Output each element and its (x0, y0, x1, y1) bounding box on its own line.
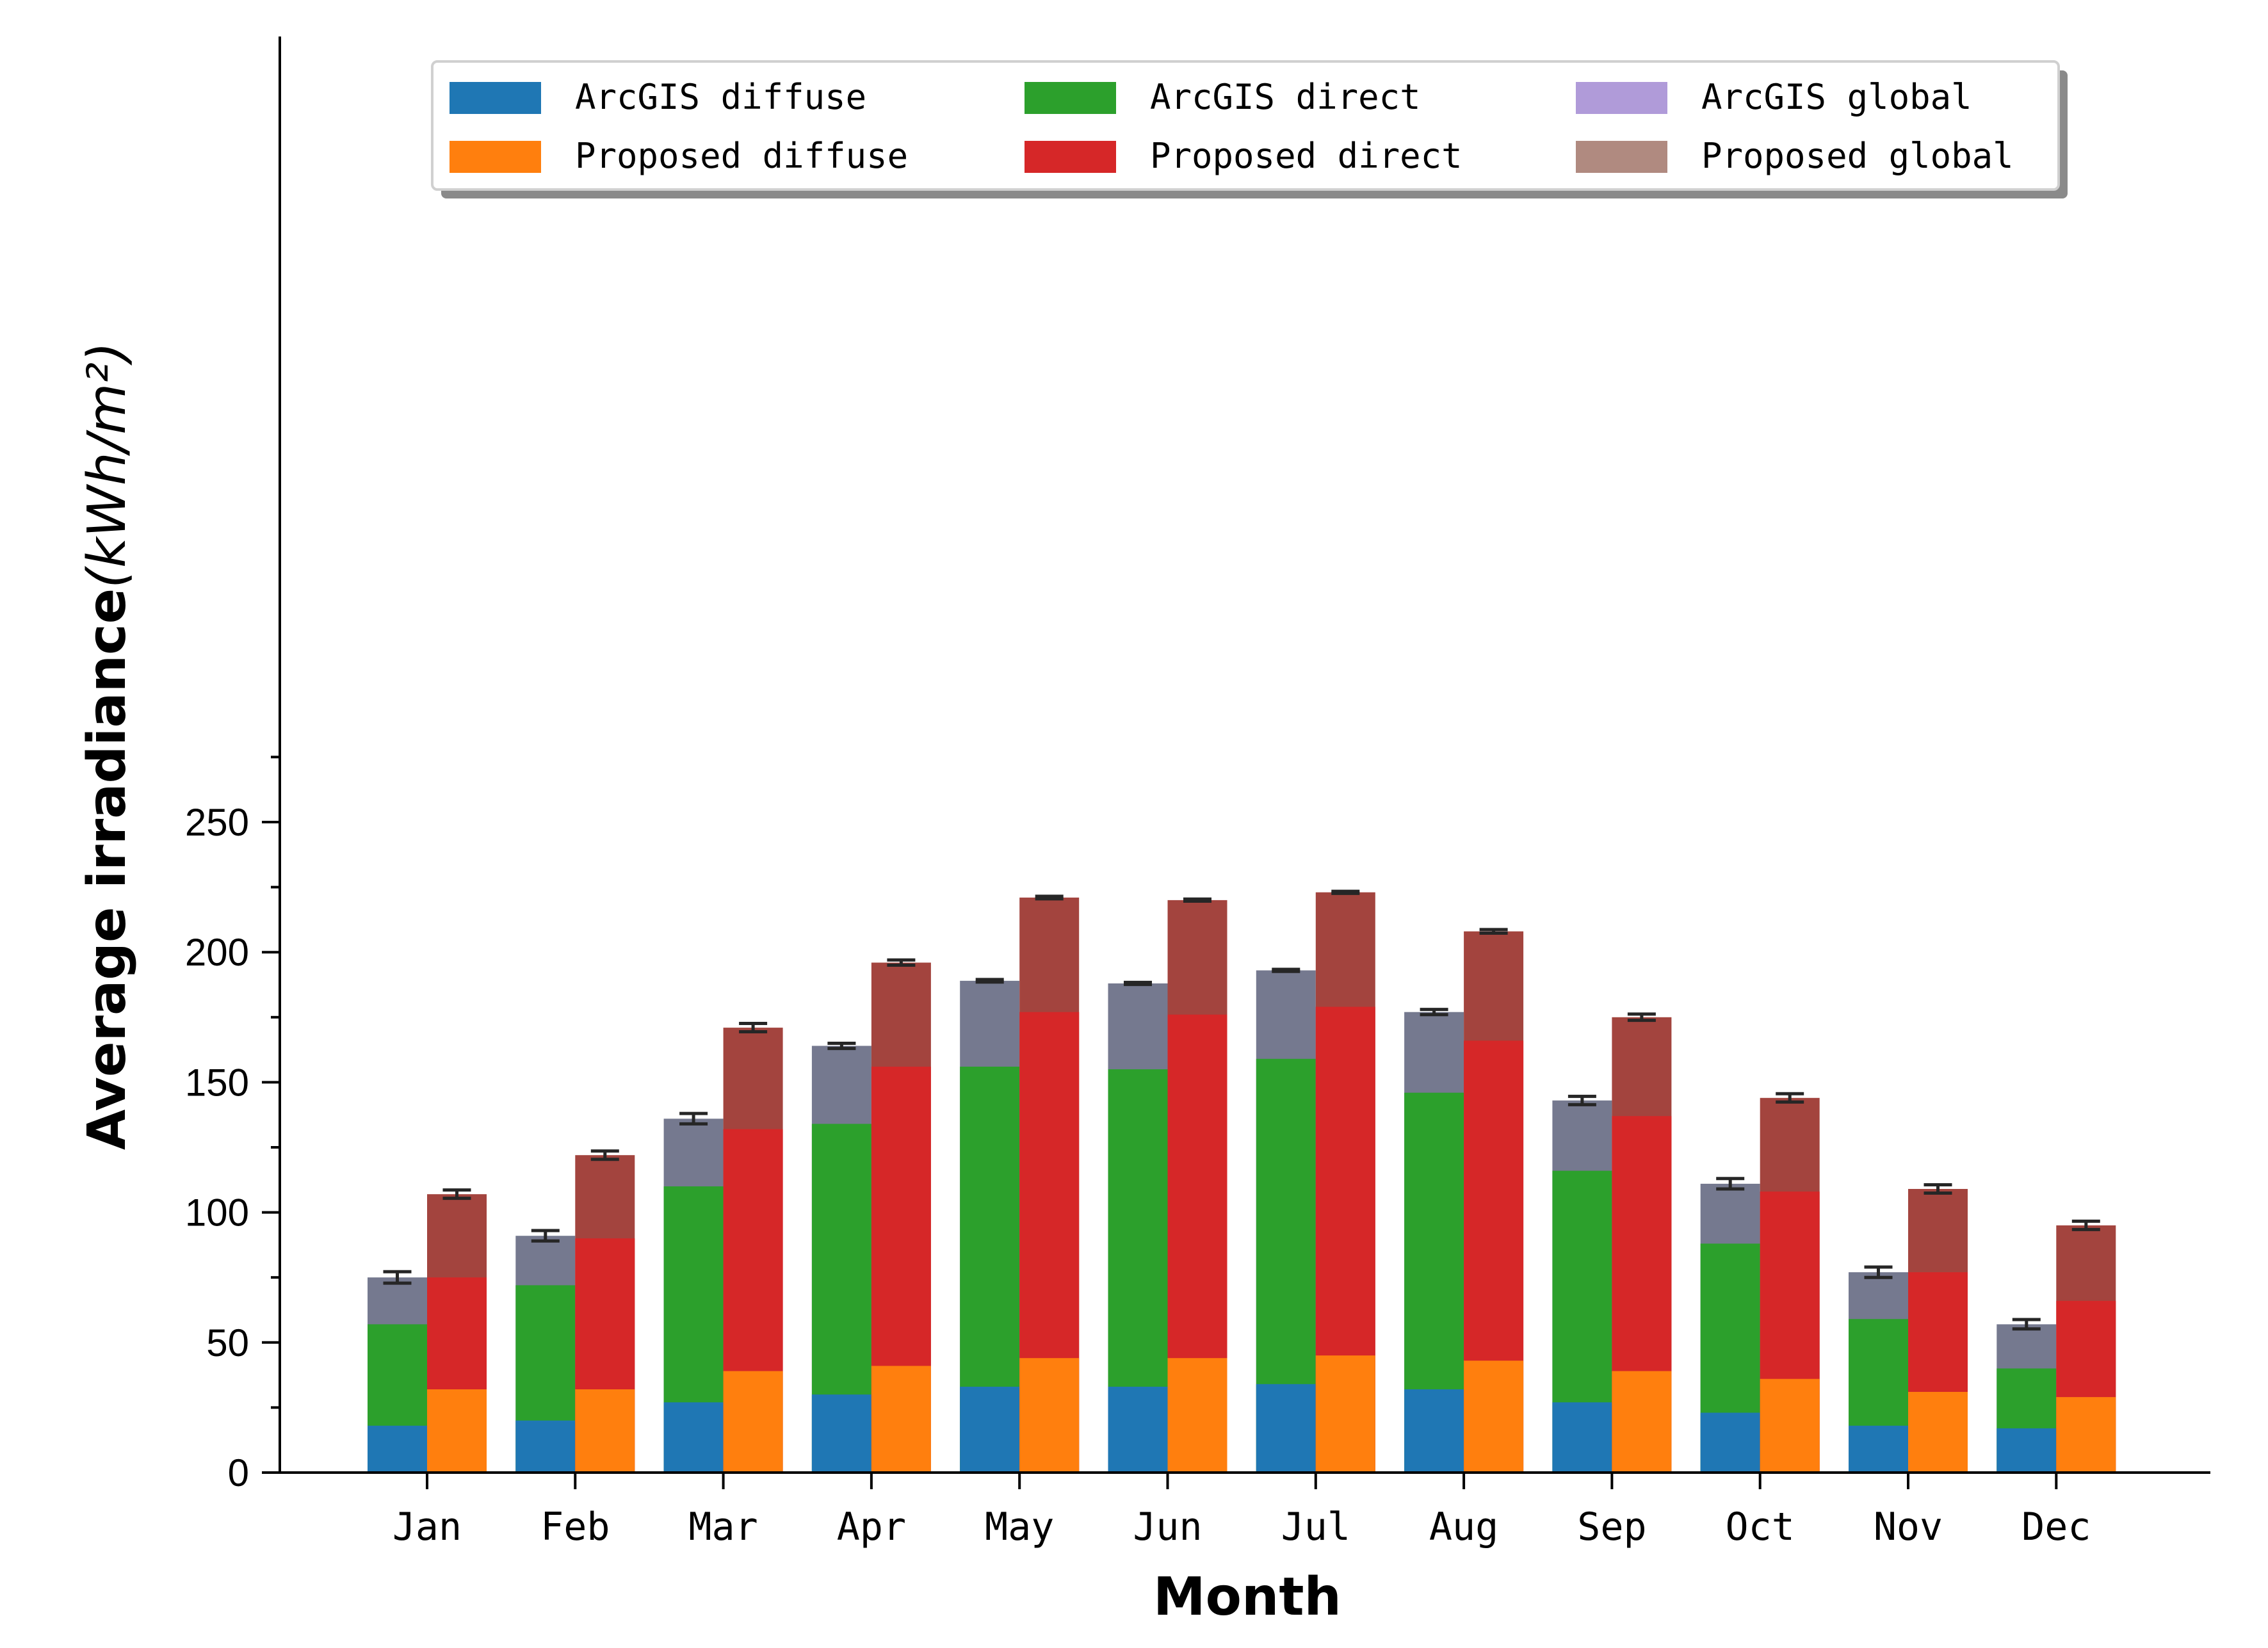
x-tick-label-oct: Oct (1726, 1505, 1795, 1549)
error-bar-arcgis-apr (827, 1041, 856, 1051)
bar-proposed-diffuse-jul (1315, 1355, 1375, 1473)
legend-swatch (1576, 82, 1667, 114)
error-bar-arcgis-jan (383, 1270, 412, 1285)
legend-label: ArcGIS diffuse (575, 77, 866, 117)
x-tick-label-jun: Jun (1133, 1505, 1202, 1549)
x-tick-label-nov: Nov (1874, 1505, 1943, 1549)
legend-label: Proposed diffuse (575, 136, 908, 176)
x-tick-label-jan: Jan (393, 1505, 462, 1549)
legend-swatch (1025, 141, 1116, 173)
error-bar-proposed-aug (1479, 928, 1508, 935)
legend-item-proposed-global: Proposed global (1576, 136, 2014, 176)
y-axis-title-unit: (kWh/m²) (77, 342, 138, 588)
x-tick-label-jul: Jul (1281, 1505, 1350, 1549)
error-bar-proposed-jan (442, 1188, 471, 1200)
legend-item-proposed-diffuse: Proposed diffuse (450, 136, 908, 176)
legend-item-proposed-direct: Proposed direct (1025, 136, 1462, 176)
y-axis-title: Average irradiance(kWh/m²) (77, 342, 138, 1150)
error-bar-arcgis-oct (1716, 1177, 1745, 1191)
error-bar-proposed-jun (1183, 897, 1211, 903)
bar-proposed-diffuse-may (1019, 1358, 1080, 1473)
y-tick-label-50: 50 (206, 1321, 249, 1364)
error-bar-proposed-dec (2071, 1219, 2100, 1231)
error-bar-arcgis-may (975, 978, 1004, 984)
error-bar-arcgis-jul (1272, 967, 1300, 973)
bar-proposed-diffuse-feb (575, 1389, 635, 1473)
error-bar-arcgis-feb (531, 1229, 560, 1243)
error-bar-proposed-feb (590, 1149, 619, 1161)
bar-proposed-diffuse-dec (2056, 1397, 2116, 1473)
legend-label: Proposed global (1701, 136, 2014, 176)
bar-arcgis-diffuse-dec (1997, 1428, 2057, 1473)
legend-swatch (450, 141, 541, 173)
legend-item-arcgis-global: ArcGIS global (1576, 77, 1972, 117)
x-tick-label-apr: Apr (837, 1505, 906, 1549)
x-tick-label-mar: Mar (688, 1505, 757, 1549)
x-tick-label-feb: Feb (540, 1505, 610, 1549)
legend-swatch (1025, 82, 1116, 114)
y-axis-title-text: Average irradiance (77, 588, 138, 1150)
bar-arcgis-diffuse-sep (1552, 1402, 1612, 1473)
error-bar-arcgis-mar (679, 1111, 708, 1126)
error-bar-arcgis-aug (1420, 1008, 1448, 1017)
legend-item-arcgis-direct: ArcGIS direct (1025, 77, 1421, 117)
error-bar-proposed-mar (739, 1022, 768, 1034)
error-bar-proposed-jul (1331, 889, 1360, 895)
bar-proposed-diffuse-sep (1612, 1371, 1672, 1473)
bar-proposed-diffuse-jan (427, 1389, 487, 1473)
legend-swatch (450, 82, 541, 114)
x-tick-label-aug: Aug (1429, 1505, 1498, 1549)
y-tick-label-0: 0 (228, 1451, 249, 1494)
legend-label: Proposed direct (1150, 136, 1462, 176)
bar-arcgis-diffuse-jul (1256, 1384, 1316, 1473)
bars-layer (368, 889, 2116, 1473)
legend-item-arcgis-diffuse: ArcGIS diffuse (450, 77, 866, 117)
error-bar-proposed-sep (1627, 1012, 1656, 1022)
bar-proposed-diffuse-apr (871, 1366, 931, 1473)
legend-label: ArcGIS direct (1150, 77, 1421, 117)
bar-proposed-diffuse-jun (1167, 1358, 1227, 1473)
bar-proposed-diffuse-mar (723, 1371, 783, 1473)
legend-label: ArcGIS global (1701, 77, 1972, 117)
error-bar-arcgis-dec (2012, 1318, 2041, 1331)
y-tick-label-100: 100 (185, 1192, 249, 1234)
legend: ArcGIS diffuse ArcGIS direct ArcGIS global… (431, 60, 2068, 198)
y-tick-label-200: 200 (185, 931, 249, 974)
bar-arcgis-diffuse-may (960, 1386, 1020, 1473)
error-bar-arcgis-jun (1124, 980, 1152, 987)
bar-arcgis-diffuse-oct (1700, 1412, 1760, 1473)
bar-arcgis-diffuse-jan (368, 1425, 427, 1473)
axes-layer: 0 50 100 150 200 250 Jan Feb Mar Apr May Jun Jul Aug S… (185, 36, 2210, 1549)
error-bar-arcgis-nov (1864, 1265, 1893, 1279)
bar-arcgis-diffuse-mar (663, 1402, 724, 1473)
bar-proposed-diffuse-aug (1464, 1361, 1524, 1473)
error-bar-proposed-nov (1924, 1183, 1952, 1195)
bar-proposed-diffuse-oct (1760, 1378, 1820, 1473)
bar-arcgis-diffuse-aug (1404, 1389, 1464, 1473)
y-tick-label-150: 150 (185, 1061, 249, 1104)
bar-arcgis-diffuse-apr (811, 1394, 871, 1473)
bar-arcgis-diffuse-nov (1849, 1425, 1908, 1473)
bar-proposed-diffuse-nov (1908, 1392, 1968, 1473)
x-axis-title: Month (1153, 1567, 1341, 1628)
bar-arcgis-diffuse-jun (1108, 1386, 1168, 1473)
y-tick-label-250: 250 (185, 801, 249, 844)
x-tick-label-sep: Sep (1577, 1505, 1646, 1549)
x-tick-label-dec: Dec (2021, 1505, 2091, 1549)
x-tick-label-may: May (985, 1505, 1054, 1549)
error-bar-proposed-may (1035, 894, 1064, 901)
error-bar-proposed-apr (887, 958, 916, 967)
error-bar-proposed-oct (1776, 1092, 1804, 1104)
error-bar-arcgis-sep (1567, 1094, 1596, 1106)
legend-swatch (1576, 141, 1667, 173)
bar-arcgis-diffuse-feb (515, 1420, 576, 1473)
